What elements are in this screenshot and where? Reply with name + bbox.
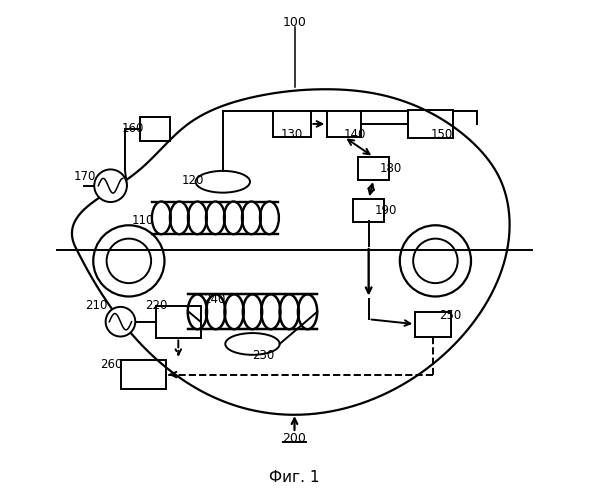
Text: 260: 260	[100, 358, 123, 371]
Ellipse shape	[261, 294, 280, 329]
Text: Фиг. 1: Фиг. 1	[269, 470, 320, 485]
Bar	[327, 111, 360, 137]
Ellipse shape	[224, 202, 243, 234]
Text: 190: 190	[375, 204, 397, 217]
Text: 130: 130	[281, 128, 303, 141]
Text: 200: 200	[283, 432, 306, 446]
Text: 120: 120	[182, 174, 204, 188]
Text: 140: 140	[344, 128, 366, 141]
Ellipse shape	[152, 202, 171, 234]
Text: 160: 160	[122, 122, 144, 136]
Ellipse shape	[188, 202, 207, 234]
Ellipse shape	[280, 294, 299, 329]
Circle shape	[94, 170, 127, 202]
Text: 170: 170	[74, 170, 96, 183]
Bar	[156, 306, 201, 338]
Bar	[353, 200, 384, 222]
Bar	[140, 117, 170, 140]
Text: 230: 230	[253, 350, 274, 362]
Text: 110: 110	[131, 214, 154, 227]
Ellipse shape	[170, 202, 189, 234]
Text: 100: 100	[283, 16, 306, 29]
Text: 150: 150	[431, 128, 453, 141]
Ellipse shape	[206, 202, 225, 234]
Ellipse shape	[206, 294, 226, 329]
Text: 210: 210	[85, 299, 108, 312]
Bar	[408, 110, 453, 138]
Circle shape	[105, 307, 135, 336]
Bar	[358, 158, 389, 180]
Bar	[415, 312, 451, 336]
Ellipse shape	[242, 202, 261, 234]
Text: 250: 250	[439, 309, 462, 322]
Text: 240: 240	[203, 293, 225, 306]
Bar	[121, 360, 166, 390]
Text: 220: 220	[145, 299, 168, 312]
Ellipse shape	[298, 294, 317, 329]
Ellipse shape	[224, 294, 244, 329]
Ellipse shape	[260, 202, 279, 234]
Bar	[273, 111, 310, 137]
Text: 180: 180	[379, 162, 402, 175]
Ellipse shape	[243, 294, 262, 329]
Ellipse shape	[188, 294, 207, 329]
